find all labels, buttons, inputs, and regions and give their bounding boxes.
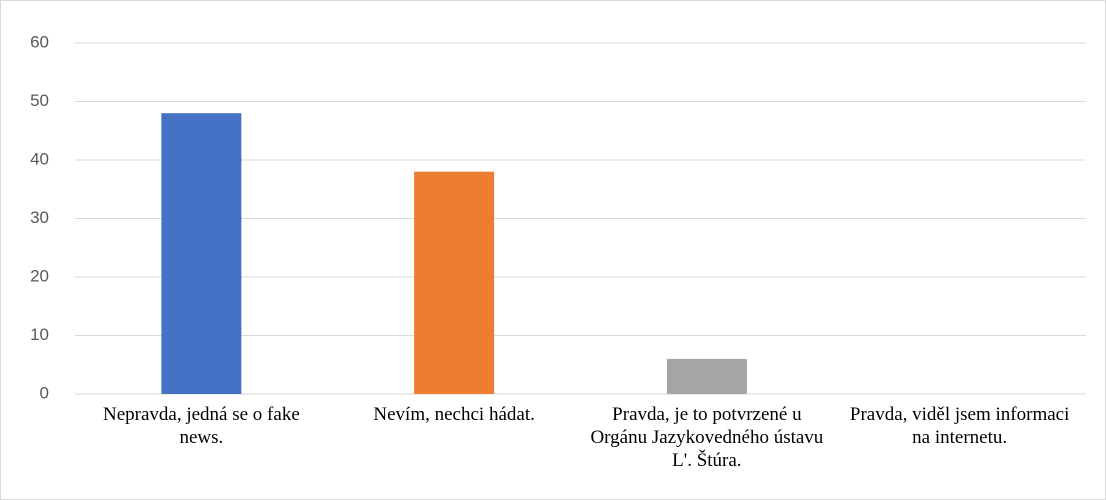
x-tick-label: Nepravda, jedná se o fake news.	[102, 404, 300, 448]
x-tick-label: Nevím, nechci hádat.	[373, 404, 535, 425]
y-tick-label: 10	[30, 325, 49, 344]
x-tick-label: Pravda, viděl jsem informaci na internet…	[849, 404, 1070, 448]
y-tick-label: 30	[30, 208, 49, 227]
y-tick-label: 40	[30, 149, 49, 168]
bar	[666, 358, 747, 394]
y-tick-label: 50	[30, 91, 49, 110]
x-tick-label: Pravda, je to potvrzené u Orgánu Jazykov…	[590, 404, 824, 471]
bar	[161, 113, 242, 394]
y-tick-label: 0	[40, 383, 49, 402]
bar	[414, 171, 495, 394]
y-tick-label: 20	[30, 266, 49, 285]
y-tick-label: 60	[30, 32, 49, 51]
